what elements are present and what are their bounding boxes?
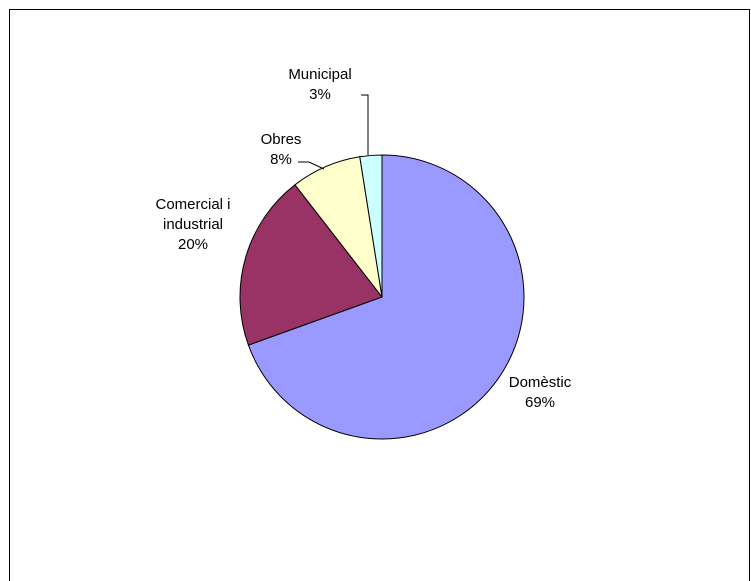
- pie-slice-municipal: [359, 154, 383, 298]
- data-label: Obres 8%: [261, 131, 302, 168]
- category-label: Obres: [261, 131, 302, 148]
- percent-label: 8%: [270, 151, 292, 168]
- pie-slice-comercial-i-industrial: [239, 184, 383, 346]
- category-label: Comercial i: [155, 196, 230, 213]
- leader-line: [298, 161, 325, 170]
- category-label: Domèstic: [509, 374, 572, 391]
- percent-label: 3%: [309, 86, 331, 103]
- category-label: industrial: [163, 216, 223, 233]
- data-label: Municipal 3%: [288, 66, 351, 103]
- data-label: Comercial i industrial 20%: [155, 196, 230, 253]
- percent-label: 20%: [178, 236, 208, 253]
- pie-slice-dom-stic: [247, 154, 525, 440]
- category-label: Municipal: [288, 66, 351, 83]
- percent-label: 69%: [525, 394, 555, 411]
- chart-border: [9, 9, 750, 581]
- leader-line: [361, 94, 369, 155]
- data-label: Domèstic 69%: [509, 374, 572, 411]
